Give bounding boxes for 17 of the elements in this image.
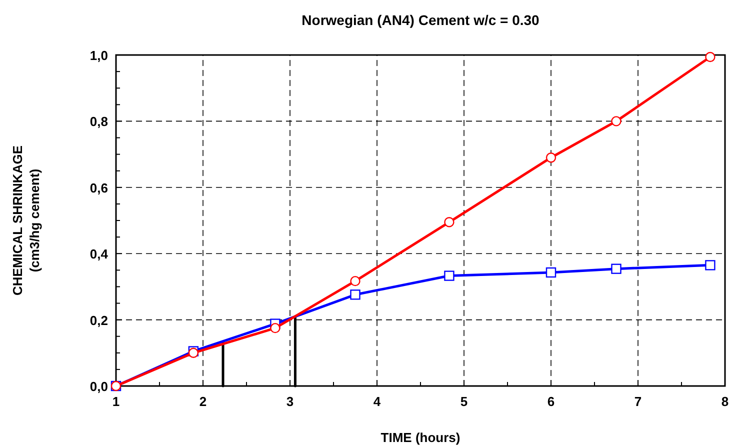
y-tick-label: 1,0	[90, 48, 108, 63]
x-tick-label: 7	[634, 394, 642, 409]
y-tick-label: 0,6	[90, 180, 108, 196]
chart-title: Norwegian (AN4) Cement w/c = 0.30	[302, 12, 540, 28]
x-tick-label: 6	[547, 394, 555, 409]
y-tick-label: 0,2	[90, 312, 108, 328]
y-tick-label: 0,8	[90, 114, 108, 130]
x-tick-label: 4	[373, 394, 382, 409]
y-axis-title: CHEMICAL SHRINKAGE (cm3/hg cement)	[10, 145, 42, 296]
x-tick-label: 2	[199, 394, 207, 409]
y-tick-label: 0,4	[90, 246, 109, 262]
x-tick-label: 1	[112, 394, 120, 409]
x-tick-label: 5	[460, 394, 468, 409]
x-tick-label: 8	[721, 394, 729, 409]
y-tick-label: 0,0	[90, 379, 108, 394]
x-axis-title: TIME (hours)	[380, 430, 460, 445]
x-tick-label: 3	[286, 394, 294, 409]
